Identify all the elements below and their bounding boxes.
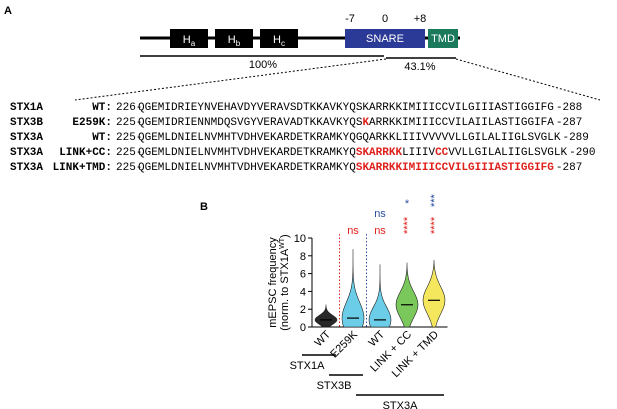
h-box [260, 29, 298, 48]
seq-end: -288 [556, 102, 582, 114]
sequence: QGEMIDRIEYNVEHAVDYVERAVSDTKKAVKYQSKARRKK… [138, 102, 554, 114]
tmd-label: TMD [431, 33, 455, 45]
violin [314, 304, 338, 328]
y-tick-label: 2 [300, 304, 306, 316]
y-tick-label: 0 [300, 322, 306, 334]
variant-name: WT: [92, 102, 112, 114]
sequence-segment: VVLLGILALIIGLSVGLK [448, 147, 567, 159]
sequence-segment: QGEMIDRIENNMDQSVGYVERAVADTKKAVKYQS [138, 117, 363, 129]
seq-end: -287 [556, 162, 582, 174]
y-label-part: (norm. to STX1A [279, 248, 291, 331]
h-box [170, 29, 208, 48]
seq-start: 225- [116, 147, 142, 159]
protein-name: STX3A [10, 147, 43, 159]
zoom-line [74, 58, 387, 101]
y-tick-label: 10 [294, 233, 306, 245]
protein-name: STX1A [10, 102, 43, 114]
h-letter: H [183, 34, 191, 46]
sequence-segment: QGEMIDRIEYNVEHAVDYVERAVSDTKKAVKYQSKARRKK… [138, 102, 554, 114]
h-sub: a [191, 39, 196, 48]
seq-end: -287 [556, 117, 582, 129]
seq-start: 226- [116, 102, 142, 114]
y-label-sup: WT [279, 237, 286, 249]
identity-label: 100% [249, 59, 277, 71]
seq-start: 225- [116, 132, 142, 144]
protein-name: STX3A [10, 132, 43, 144]
seq-end: -289 [562, 132, 588, 144]
group-label: STX1A [290, 360, 326, 372]
position-label: -7 [345, 13, 355, 25]
sequence-segment: LIIIV [402, 147, 435, 159]
seq-start: 225- [116, 162, 142, 174]
sequence-segment: K [362, 117, 369, 129]
x-tick-label: WT [313, 328, 334, 349]
seq-start: 225- [116, 117, 142, 129]
protein-name: STX3A [10, 162, 43, 174]
x-tick-label: WT [367, 328, 388, 349]
identity-label: 43.1% [404, 61, 435, 73]
y-axis-label: mEPSC frequency(norm. to STX1AWT) [267, 234, 291, 330]
sequence: QGEMLDNIELNVMHTVDHVEKARDETKRAMKYQGQARKKL… [138, 132, 561, 144]
seq-end: -290 [569, 147, 595, 159]
violin [395, 262, 419, 328]
snare-label: SNARE [366, 33, 404, 45]
h-sub: b [236, 39, 241, 48]
variant-name: E259K: [72, 117, 112, 129]
y-label-line: mEPSC frequency [267, 237, 279, 328]
y-label-part: ) [279, 234, 291, 238]
h-letter: H [273, 34, 281, 46]
significance: ns [374, 225, 386, 237]
variant-name: LINK+TMD: [53, 162, 112, 174]
sequence: QGEMIDRIENNMDQSVGYVERAVADTKKAVKYQSKARRKK… [138, 117, 554, 129]
sequence-segment: SKARRKK [356, 147, 403, 159]
panel-label: A [4, 5, 12, 17]
sequence: QGEMLDNIELNVMHTVDHVEKARDETKRAMKYQSKARRKK… [138, 162, 554, 174]
significance: *** [429, 193, 441, 207]
variant-name: WT: [92, 132, 112, 144]
y-tick-label: 8 [300, 251, 306, 263]
violin [341, 249, 365, 328]
sequence-segment: SKARRKKIMIIICCVILGIIIASTIGGIFG [356, 162, 554, 174]
sequence-segment: CC [435, 147, 449, 159]
variant-name: LINK+CC: [59, 147, 112, 159]
sequence: QGEMLDNIELNVMHTVDHVEKARDETKRAMKYQSKARRKK… [138, 147, 567, 159]
zoom-line [455, 58, 601, 101]
protein-name: STX3B [10, 117, 43, 129]
significance: ns [347, 225, 359, 237]
sequence-segment: QGEMLDNIELNVMHTVDHVEKARDETKRAMKYQ [138, 162, 356, 174]
significance: **** [429, 216, 441, 234]
sequence-segment: QGEMLDNIELNVMHTVDHVEKARDETKRAMKYQGQARKKL… [138, 132, 561, 144]
significance: * [405, 198, 410, 210]
h-label: Hb [228, 34, 241, 48]
significance: **** [402, 216, 414, 234]
tmd-box [428, 29, 458, 48]
group-label: STX3B [317, 380, 352, 392]
sequence-segment: ARRKKIMIIICCVILAIILASTIGGIFA [369, 117, 554, 129]
h-letter: H [228, 34, 236, 46]
violin [422, 259, 446, 328]
h-label: Ha [183, 34, 196, 48]
position-label: +8 [414, 13, 427, 25]
h-box [215, 29, 253, 48]
h-sub: c [281, 39, 285, 48]
y-tick-label: 4 [300, 286, 306, 298]
position-label: 0 [382, 13, 388, 25]
h-label: Hc [273, 34, 285, 48]
significance: ns [374, 208, 386, 220]
snare-box [345, 29, 425, 48]
violin [368, 264, 392, 328]
panel-label: B [200, 201, 208, 213]
sequence-segment: QGEMLDNIELNVMHTVDHVEKARDETKRAMKYQ [138, 147, 356, 159]
group-label: STX3A [383, 400, 419, 409]
y-tick-label: 6 [300, 269, 306, 281]
y-label-line: (norm. to STX1AWT) [279, 234, 291, 330]
